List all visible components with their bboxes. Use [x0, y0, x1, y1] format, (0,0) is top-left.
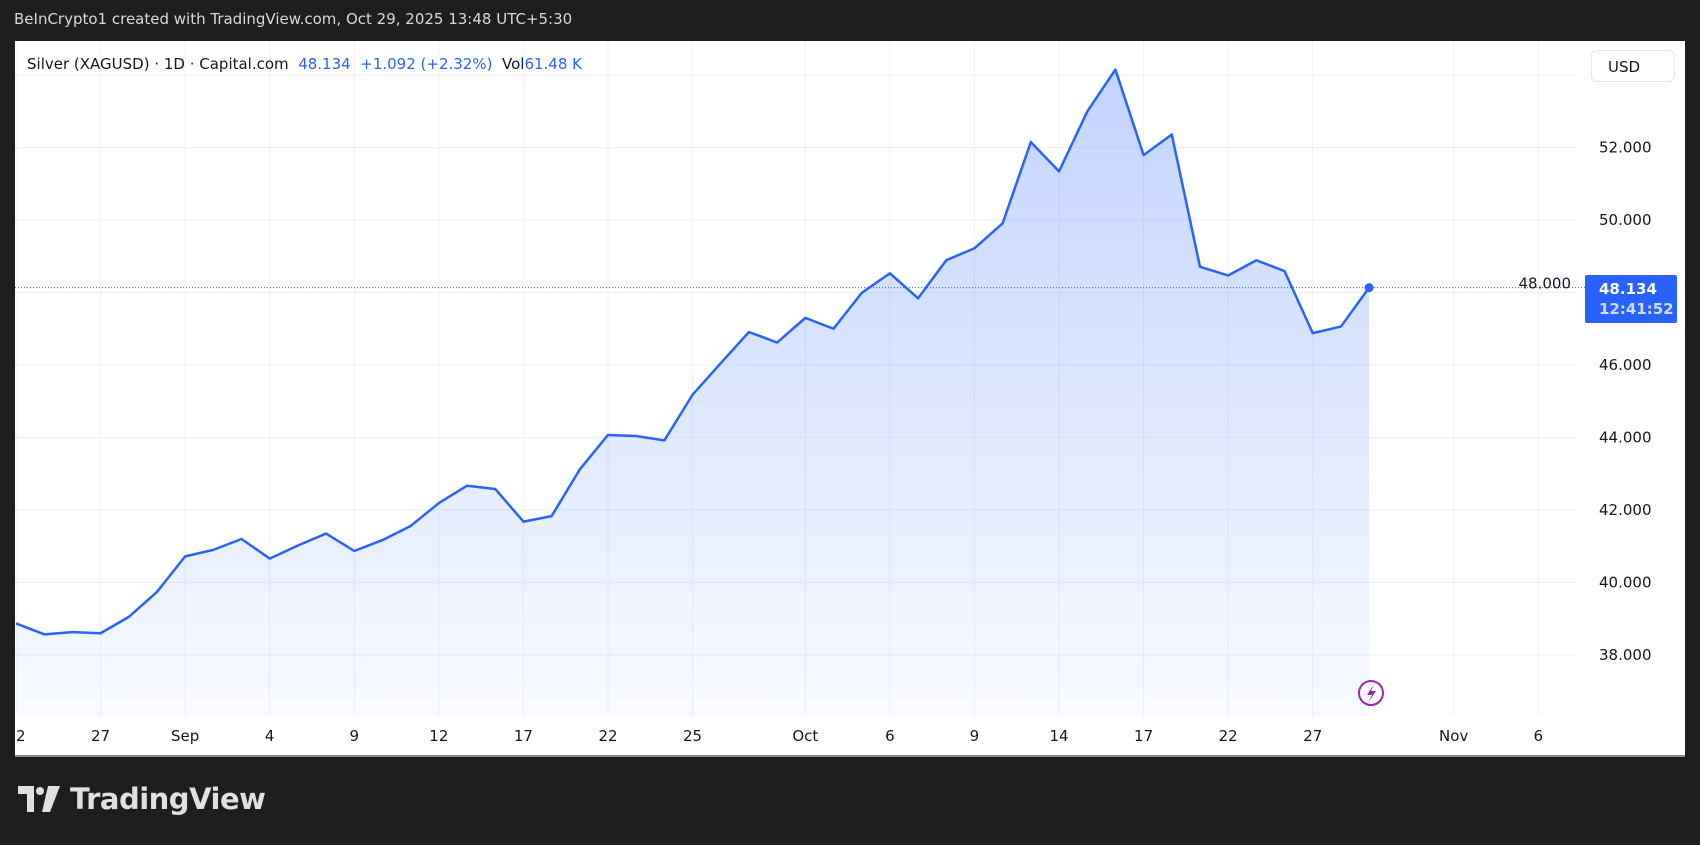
x-tick-label: 22 [15, 727, 26, 745]
y-tick-label: 40.000 [1599, 574, 1652, 592]
x-tick-label: 22 [598, 727, 617, 745]
price-change: +1.092 (+2.32%) [360, 55, 493, 73]
event-marker[interactable] [1358, 680, 1384, 706]
y-tick-label: 44.000 [1599, 429, 1652, 447]
symbol-title[interactable]: Silver (XAGUSD) · 1D · Capital.com [27, 55, 289, 73]
y-tick-label: 52.000 [1599, 139, 1652, 157]
x-tick-label: 25 [683, 727, 702, 745]
last-price: 48.134 [298, 55, 351, 73]
x-axis: 22 27 Sep 4 9 12 17 22 25 Oct 6 9 14 17 22 27 Nov 6 [15, 727, 1543, 745]
last-price-value: 48.134 [1599, 280, 1657, 298]
last-price-label: 48.134 12:41:52 [1585, 275, 1677, 323]
x-tick-label: Nov [1439, 727, 1468, 745]
x-tick-label: 4 [265, 727, 275, 745]
lightning-icon [1367, 684, 1376, 703]
x-tick-label: 17 [514, 727, 533, 745]
price-chart[interactable]: 38.000 40.000 42.000 44.000 46.000 48.000 50.0… [15, 41, 1685, 755]
chart-panel[interactable]: 38.000 40.000 42.000 44.000 46.000 48.000 50.0… [15, 41, 1685, 757]
y-tick-label: 46.000 [1599, 356, 1652, 374]
volume-label: Vol [502, 55, 525, 73]
y-tick-label: 48.000 [1519, 275, 1572, 293]
x-tick-label: 9 [350, 727, 360, 745]
series-line [15, 68, 1371, 636]
y-tick-label: 50.000 [1599, 211, 1652, 229]
x-tick-label: 27 [91, 727, 110, 745]
currency-button[interactable]: USD [1591, 50, 1675, 82]
bar-countdown: 12:41:52 [1599, 300, 1674, 318]
series-area [16, 69, 1370, 716]
y-tick-label: 42.000 [1599, 501, 1652, 519]
x-tick-label: 22 [1219, 727, 1238, 745]
volume-value: 61.48 K [524, 55, 582, 73]
series [15, 68, 1585, 716]
logo-text: TradingView [70, 782, 266, 816]
x-tick-label: Oct [792, 727, 818, 745]
chart-caption: BeInCrypto1 created with TradingView.com… [14, 10, 573, 28]
tradingview-logo-icon [18, 786, 60, 812]
x-tick-label: 9 [970, 727, 980, 745]
chart-legend: Silver (XAGUSD) · 1D · Capital.com 48.13… [27, 55, 582, 73]
tradingview-logo[interactable]: TradingView [18, 782, 266, 816]
x-tick-label: 17 [1134, 727, 1153, 745]
x-tick-label: 6 [885, 727, 895, 745]
x-tick-label: 6 [1533, 727, 1543, 745]
y-axis: 38.000 40.000 42.000 44.000 46.000 48.000 50.0… [1519, 139, 1652, 665]
x-tick-label: 27 [1303, 727, 1322, 745]
y-tick-label: 38.000 [1599, 646, 1652, 664]
x-tick-label: 14 [1049, 727, 1068, 745]
last-point [1364, 283, 1374, 293]
x-tick-label: 12 [429, 727, 448, 745]
x-tick-label: Sep [171, 727, 199, 745]
